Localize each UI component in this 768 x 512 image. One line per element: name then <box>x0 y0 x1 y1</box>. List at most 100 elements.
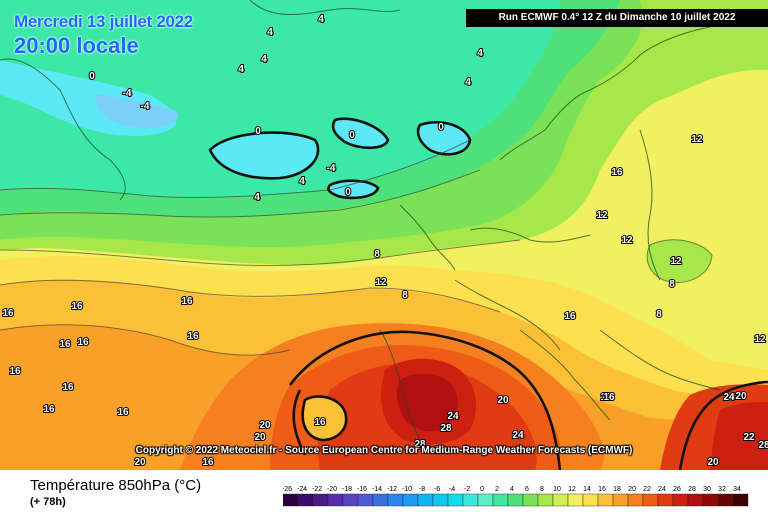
contour-label: 16 <box>71 301 83 312</box>
lead-time: (+ 78h) <box>30 496 66 508</box>
legend-swatch <box>342 493 359 507</box>
contour-label: 0 <box>349 130 355 141</box>
contour-label: 0 <box>438 122 444 133</box>
legend-tick-label: -8 <box>419 486 425 493</box>
contour-label: 16 <box>202 457 214 468</box>
legend-tick-label: -18 <box>342 486 352 493</box>
legend-swatch <box>312 493 329 507</box>
legend-swatch <box>507 493 524 507</box>
legend-tick-label: 32 <box>718 486 726 493</box>
forecast-date: Mercredi 13 juillet 2022 <box>14 12 193 31</box>
legend-swatch <box>567 493 584 507</box>
contour-label: 0 <box>255 126 261 137</box>
contour-label: 16 <box>187 331 199 342</box>
contour-label: 12 <box>691 134 703 145</box>
contour-label: 4 <box>267 27 273 38</box>
contour-label: 12 <box>754 334 766 345</box>
contour-label: 8 <box>374 249 380 260</box>
contour-label: 16 <box>77 337 89 348</box>
legend-tick-label: -22 <box>312 486 322 493</box>
contour-label: 16 <box>611 167 623 178</box>
legend-tick-label: -12 <box>387 486 397 493</box>
legend-swatch <box>357 493 374 507</box>
legend-tick-label: 10 <box>553 486 561 493</box>
legend-swatch <box>642 493 659 507</box>
coastlines <box>0 0 721 441</box>
contour-label: 12 <box>670 256 682 267</box>
contour-label: 4 <box>238 64 244 75</box>
contour-label: 16 <box>59 339 71 350</box>
contour-label: 16 <box>62 382 74 393</box>
contour-label: 16 <box>117 407 129 418</box>
cold-core-west <box>95 95 179 129</box>
legend-swatch <box>432 493 449 507</box>
legend-tick-label: -4 <box>449 486 455 493</box>
contour-label: -4 <box>327 163 336 174</box>
legend-swatch <box>537 493 554 507</box>
contour-label: 16 <box>43 404 55 415</box>
legend-swatch <box>657 493 674 507</box>
legend-swatch <box>522 493 539 507</box>
legend-swatch <box>732 493 749 507</box>
field-0-2 <box>0 0 560 198</box>
contour-label: 4 <box>254 192 260 203</box>
legend-tick-label: 22 <box>643 486 651 493</box>
contour-label: 4 <box>261 54 267 65</box>
legend-swatch <box>402 493 419 507</box>
thin-contours <box>0 139 713 356</box>
legend-swatch <box>372 493 389 507</box>
legend-swatch <box>552 493 569 507</box>
contour-label: 24 <box>723 392 735 403</box>
field-28-30 <box>396 373 458 432</box>
legend-swatch <box>717 493 734 507</box>
legend-tick-label: 28 <box>688 486 696 493</box>
legend-swatch <box>492 493 509 507</box>
contour-label: 16 <box>181 296 193 307</box>
legend-tick-label: 26 <box>673 486 681 493</box>
footer-bar: Température 850hPa (°C) (+ 78h) -26-24-2… <box>0 470 768 512</box>
legend-swatch <box>582 493 599 507</box>
legend-tick-label: 12 <box>568 486 576 493</box>
contour-label: 28 <box>440 423 452 434</box>
legend-swatch <box>462 493 479 507</box>
legend-tick-label: -14 <box>372 486 382 493</box>
legend-swatch <box>672 493 689 507</box>
contour-label: 12 <box>596 210 608 221</box>
legend-tick-label: 20 <box>628 486 636 493</box>
legend-swatch <box>417 493 434 507</box>
legend-swatch <box>627 493 644 507</box>
contour-label: 20 <box>434 445 446 456</box>
cold-pool-south <box>328 180 378 198</box>
legend-tick-label: -24 <box>297 486 307 493</box>
run-info: Run ECMWF 0.4° 12 Z du Dimanche 10 juill… <box>466 9 768 27</box>
legend-tick-label: -10 <box>402 486 412 493</box>
forecast-time: 20:00 locale <box>14 33 139 58</box>
legend-swatch <box>702 493 719 507</box>
legend-tick-label: -6 <box>434 486 440 493</box>
cold-pool-center <box>210 132 319 179</box>
legend-swatch <box>477 493 494 507</box>
contour-label: 12 <box>375 277 387 288</box>
legend-tick-label: 34 <box>733 486 741 493</box>
legend-tick-label: 16 <box>598 486 606 493</box>
cold-pool-north <box>333 118 388 148</box>
contour-label: 4 <box>477 48 483 59</box>
legend-tick-label: 14 <box>583 486 591 493</box>
contour-label: -4 <box>123 88 132 99</box>
contour-label: 0 <box>345 187 351 198</box>
field-16-spain-cool <box>302 396 347 440</box>
legend-swatch <box>597 493 614 507</box>
contour-label: 24 <box>512 430 524 441</box>
contour-labels: 0-4-440 00444444-404812121612121288816161… <box>1 13 768 469</box>
contour-label: 20 <box>259 420 271 431</box>
contour-label: 16 <box>603 392 615 403</box>
contour-label: 16 <box>314 417 326 428</box>
contour-label: 4 <box>465 77 471 88</box>
legend-tick-label: -20 <box>327 486 337 493</box>
legend-swatch <box>612 493 629 507</box>
copyright-notice: Copyright © 2022 Meteociel.fr - Source E… <box>135 445 633 456</box>
contour-label: 28 <box>758 440 768 451</box>
contour-label: 22 <box>743 432 755 443</box>
legend-tick-label: -2 <box>464 486 470 493</box>
contour-label: 20 <box>707 457 719 468</box>
